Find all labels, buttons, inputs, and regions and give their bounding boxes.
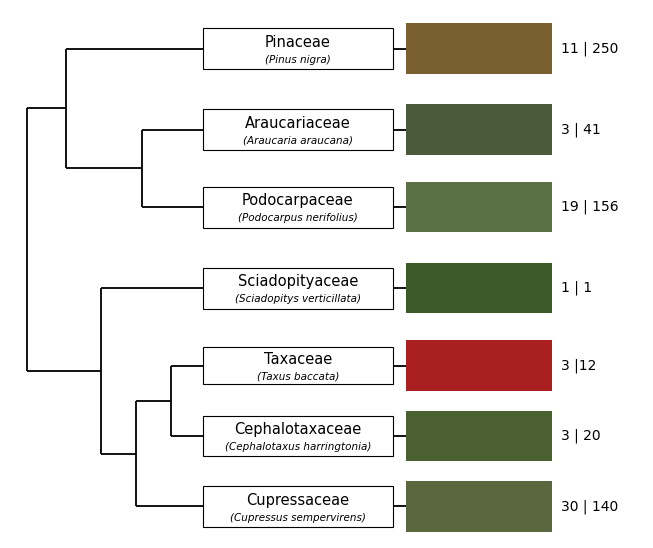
Text: (Podocarpus nerifolius): (Podocarpus nerifolius) [238,213,358,224]
Text: (Cupressus sempervirens): (Cupressus sempervirens) [230,513,366,523]
Text: 3 | 41: 3 | 41 [562,122,601,137]
FancyBboxPatch shape [406,182,552,232]
Text: Taxaceae: Taxaceae [264,352,332,367]
Text: Podocarpaceae: Podocarpaceae [242,193,354,208]
Text: 3 | 20: 3 | 20 [562,429,601,443]
Text: (Taxus baccata): (Taxus baccata) [257,372,339,382]
Text: (Araucaria araucana): (Araucaria araucana) [243,136,353,146]
Text: 19 | 156: 19 | 156 [562,200,619,214]
FancyBboxPatch shape [202,28,393,69]
FancyBboxPatch shape [202,486,393,527]
FancyBboxPatch shape [406,104,552,155]
Text: 1 | 1: 1 | 1 [562,281,592,295]
Text: 3 |12: 3 |12 [562,358,597,373]
FancyBboxPatch shape [406,410,552,461]
Text: Pinaceae: Pinaceae [265,35,331,50]
FancyBboxPatch shape [202,109,393,150]
FancyBboxPatch shape [202,347,393,384]
FancyBboxPatch shape [406,340,552,391]
FancyBboxPatch shape [202,187,393,227]
FancyBboxPatch shape [202,415,393,456]
Text: (Cephalotaxus harringtonia): (Cephalotaxus harringtonia) [225,442,371,452]
Text: 11 | 250: 11 | 250 [562,41,619,56]
Text: Cephalotaxaceae: Cephalotaxaceae [234,422,362,437]
FancyBboxPatch shape [406,23,552,74]
Text: Sciadopityaceae: Sciadopityaceae [238,274,358,289]
FancyBboxPatch shape [406,481,552,532]
FancyBboxPatch shape [406,262,552,313]
Text: (Sciadopitys verticillata): (Sciadopitys verticillata) [235,294,361,304]
Text: (Pinus nigra): (Pinus nigra) [265,55,331,65]
Text: Araucariaceae: Araucariaceae [245,116,351,131]
Text: 30 | 140: 30 | 140 [562,499,618,513]
Text: Cupressaceae: Cupressaceae [246,493,349,507]
FancyBboxPatch shape [202,267,393,309]
